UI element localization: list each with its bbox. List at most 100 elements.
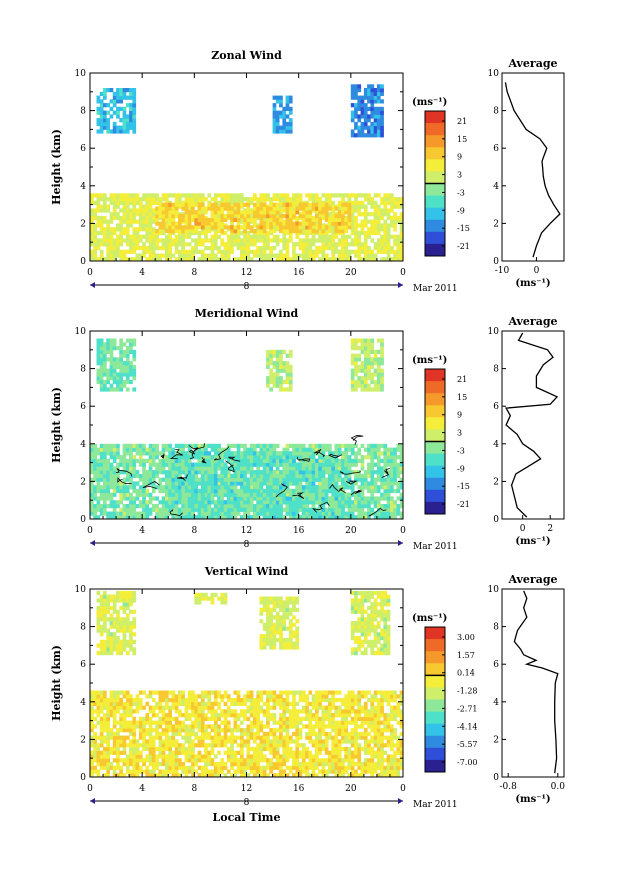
echo-cell	[288, 458, 293, 463]
echo-cell	[259, 238, 264, 243]
echo-cell	[197, 225, 202, 230]
echo-cell	[233, 210, 238, 215]
echo-cell	[122, 121, 127, 127]
echo-cell	[390, 197, 394, 202]
echo-cell	[165, 206, 169, 211]
echo-cell	[90, 511, 94, 516]
echo-cell	[223, 197, 228, 202]
echo-cell	[360, 212, 365, 217]
echo-cell	[363, 215, 368, 221]
echo-cell	[187, 496, 192, 501]
echo-cell	[112, 230, 117, 236]
echo-cell	[396, 455, 401, 460]
echo-cell	[106, 731, 110, 737]
echo-cell	[308, 253, 313, 258]
echo-cell	[288, 95, 293, 100]
echo-cell	[99, 750, 104, 755]
echo-cell	[373, 383, 378, 388]
echo-cell	[138, 208, 143, 213]
echo-cell	[129, 379, 133, 385]
echo-cell	[282, 496, 287, 501]
echo-cell	[363, 357, 368, 362]
echo-cell	[125, 361, 130, 366]
colorbar-tick-label: -21	[457, 242, 470, 251]
echo-cell	[148, 212, 153, 217]
echo-cell	[230, 485, 234, 490]
echo-cell	[161, 206, 166, 211]
echo-cell	[347, 511, 352, 516]
echo-cell	[158, 225, 163, 230]
echo-cell	[213, 217, 218, 222]
echo-cell	[119, 118, 123, 123]
echo-cell	[279, 488, 283, 494]
echo-cell	[386, 227, 391, 232]
echo-cell	[334, 221, 339, 226]
echo-cell	[96, 515, 101, 520]
echo-cell	[122, 230, 127, 236]
echo-cell	[119, 88, 123, 93]
echo-cell	[363, 106, 368, 111]
echo-cell	[279, 200, 283, 205]
echo-cell	[390, 257, 394, 262]
echo-cell	[370, 485, 375, 490]
echo-cell	[288, 110, 293, 115]
echo-cell	[311, 206, 316, 211]
echo-cell	[223, 485, 228, 490]
echo-cell	[116, 227, 120, 232]
echo-cell	[272, 193, 277, 198]
echo-cell	[393, 200, 397, 205]
echo-cell	[354, 353, 358, 358]
zero-contour-line	[312, 501, 330, 513]
echo-cell	[184, 217, 189, 222]
echo-cell	[178, 496, 182, 501]
echo-cell	[233, 451, 238, 456]
echo-cell	[275, 210, 280, 215]
echo-cell	[129, 462, 133, 467]
echo-cell	[132, 208, 137, 213]
echo-cell	[344, 485, 348, 490]
echo-cell	[93, 466, 97, 471]
echo-cell	[109, 462, 114, 467]
echo-cell	[103, 346, 107, 351]
echo-cell	[103, 455, 107, 460]
echo-cell	[240, 246, 244, 251]
echo-cell	[298, 443, 303, 448]
echo-cell	[233, 217, 238, 222]
echo-cell	[305, 229, 309, 234]
echo-cell	[213, 210, 218, 215]
echo-cell	[119, 481, 123, 486]
echo-cell	[376, 114, 381, 119]
echo-cell	[236, 242, 241, 247]
echo-cell	[90, 208, 94, 213]
echo-cell	[253, 217, 257, 222]
echo-cell	[151, 451, 156, 456]
echo-cell	[132, 496, 137, 501]
echo-cell	[354, 515, 358, 520]
echo-cell	[112, 443, 117, 448]
echo-cell	[220, 466, 225, 471]
echo-cell	[334, 462, 339, 467]
echo-cell	[328, 507, 332, 512]
echo-cell	[204, 504, 208, 509]
echo-cell	[344, 470, 348, 475]
echo-cell	[184, 242, 189, 247]
echo-cell	[142, 212, 146, 217]
echo-cell	[226, 451, 231, 456]
echo-cell	[285, 99, 290, 104]
echo-cell	[184, 253, 189, 258]
echo-cell	[275, 221, 280, 226]
echo-cell	[184, 206, 189, 211]
echo-cell	[197, 214, 202, 219]
echo-cell	[376, 219, 381, 224]
echo-cell	[158, 257, 163, 262]
echo-cell	[363, 387, 368, 392]
echo-cell	[187, 492, 192, 497]
echo-cell	[292, 511, 296, 516]
echo-cell	[243, 488, 247, 494]
echo-cell	[122, 257, 127, 262]
echo-cell	[272, 217, 277, 222]
echo-cell	[256, 466, 260, 471]
echo-cell	[112, 215, 117, 221]
echo-cell	[324, 206, 329, 211]
echo-cell	[262, 455, 267, 460]
